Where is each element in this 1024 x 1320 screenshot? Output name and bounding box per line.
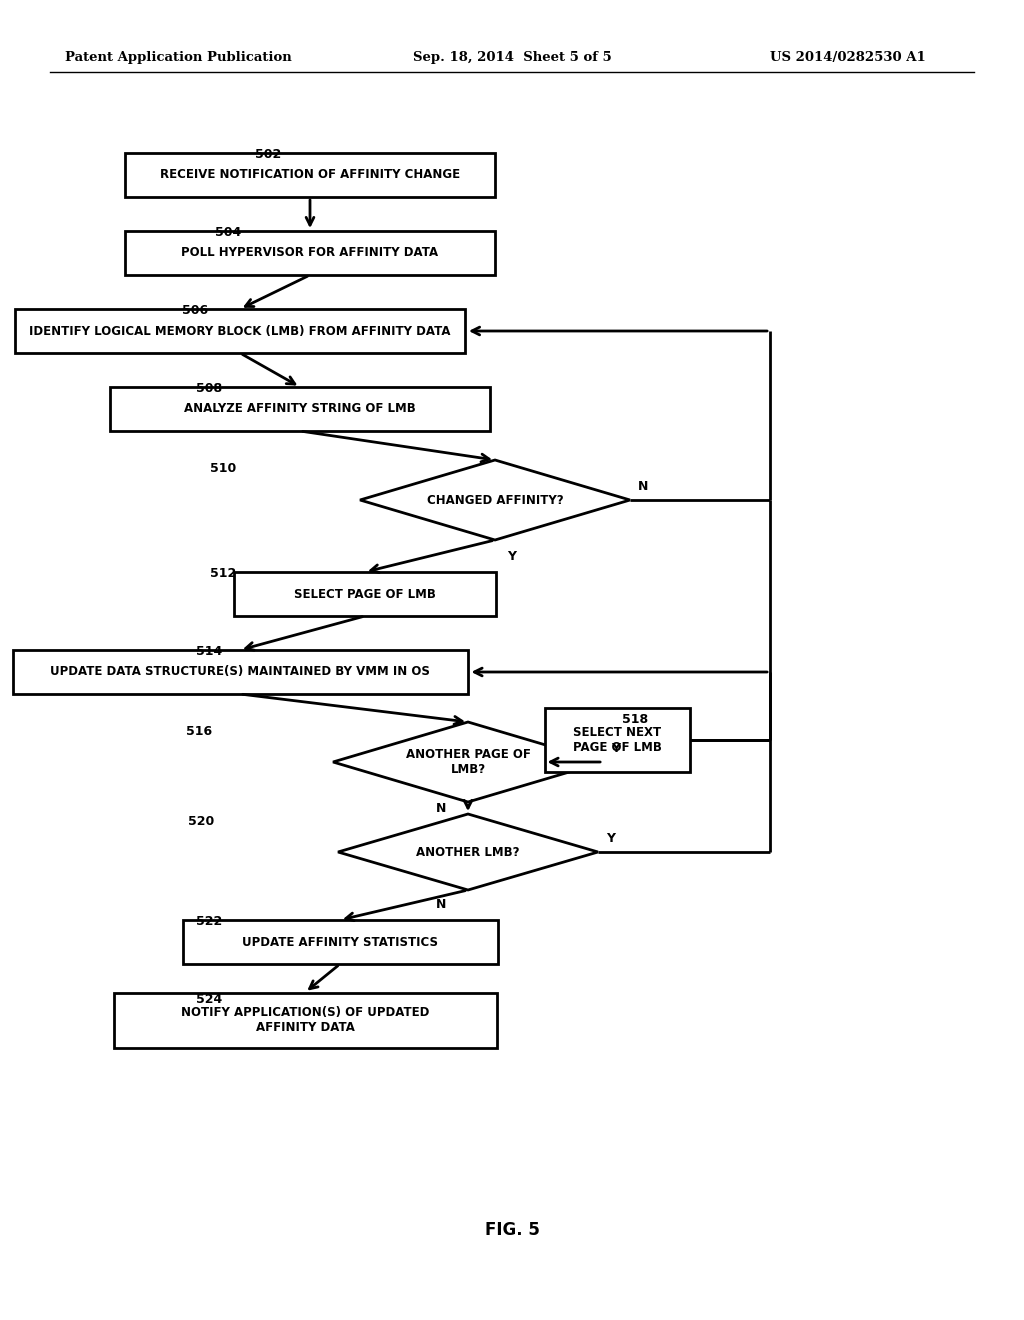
Text: ANOTHER PAGE OF
LMB?: ANOTHER PAGE OF LMB? — [406, 748, 530, 776]
Bar — [125, 153, 495, 197]
Text: 510: 510 — [210, 462, 237, 475]
Text: SELECT PAGE OF LMB: SELECT PAGE OF LMB — [294, 587, 436, 601]
Text: 522: 522 — [196, 915, 222, 928]
Text: 502: 502 — [255, 148, 282, 161]
Text: 508: 508 — [196, 381, 222, 395]
Text: Y: Y — [611, 742, 620, 755]
Text: RECEIVE NOTIFICATION OF AFFINITY CHANGE: RECEIVE NOTIFICATION OF AFFINITY CHANGE — [160, 169, 460, 181]
Text: UPDATE AFFINITY STATISTICS: UPDATE AFFINITY STATISTICS — [242, 936, 438, 949]
Bar — [182, 920, 498, 964]
Polygon shape — [360, 459, 630, 540]
Text: 512: 512 — [210, 568, 237, 579]
Text: Patent Application Publication: Patent Application Publication — [65, 51, 292, 65]
Text: FIG. 5: FIG. 5 — [484, 1221, 540, 1239]
Text: CHANGED AFFINITY?: CHANGED AFFINITY? — [427, 494, 563, 507]
Text: 524: 524 — [196, 993, 222, 1006]
Bar — [110, 387, 490, 432]
Text: Y: Y — [606, 832, 615, 845]
Text: N: N — [435, 801, 446, 814]
Bar — [545, 708, 689, 772]
Text: 518: 518 — [622, 713, 648, 726]
Bar — [12, 649, 468, 694]
Text: SELECT NEXT
PAGE OF LMB: SELECT NEXT PAGE OF LMB — [572, 726, 662, 754]
Text: 504: 504 — [215, 226, 242, 239]
Text: N: N — [638, 479, 648, 492]
Text: US 2014/0282530 A1: US 2014/0282530 A1 — [770, 51, 926, 65]
Text: POLL HYPERVISOR FOR AFFINITY DATA: POLL HYPERVISOR FOR AFFINITY DATA — [181, 247, 438, 260]
Text: IDENTIFY LOGICAL MEMORY BLOCK (LMB) FROM AFFINITY DATA: IDENTIFY LOGICAL MEMORY BLOCK (LMB) FROM… — [30, 325, 451, 338]
Text: 514: 514 — [196, 645, 222, 657]
Text: Y: Y — [507, 549, 516, 562]
Bar — [114, 993, 497, 1048]
Text: ANOTHER LMB?: ANOTHER LMB? — [416, 846, 520, 858]
Bar — [125, 231, 495, 275]
Text: 516: 516 — [186, 725, 212, 738]
Bar — [234, 572, 496, 616]
Text: 520: 520 — [188, 814, 214, 828]
Polygon shape — [338, 814, 598, 890]
Polygon shape — [333, 722, 603, 803]
Text: N: N — [435, 899, 446, 912]
Text: ANALYZE AFFINITY STRING OF LMB: ANALYZE AFFINITY STRING OF LMB — [184, 403, 416, 416]
Bar — [15, 309, 465, 352]
Text: Sep. 18, 2014  Sheet 5 of 5: Sep. 18, 2014 Sheet 5 of 5 — [413, 51, 611, 65]
Text: UPDATE DATA STRUCTURE(S) MAINTAINED BY VMM IN OS: UPDATE DATA STRUCTURE(S) MAINTAINED BY V… — [50, 665, 430, 678]
Text: NOTIFY APPLICATION(S) OF UPDATED
AFFINITY DATA: NOTIFY APPLICATION(S) OF UPDATED AFFINIT… — [181, 1006, 429, 1034]
Text: 506: 506 — [182, 304, 208, 317]
